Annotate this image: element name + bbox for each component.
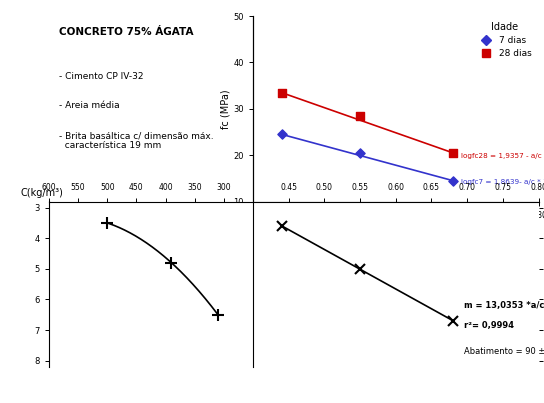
Legend: 7 dias, 28 dias: 7 dias, 28 dias xyxy=(475,21,534,60)
Text: - Areia média: - Areia média xyxy=(59,102,120,110)
Point xyxy=(356,150,364,156)
Text: r²= 0,9994: r²= 0,9994 xyxy=(463,321,514,330)
Text: logfc7 = 1,8639- a/c * 1,0637: logfc7 = 1,8639- a/c * 1,0637 xyxy=(461,179,544,185)
Point xyxy=(356,112,364,119)
Text: C(kg/m³): C(kg/m³) xyxy=(21,188,63,198)
Text: - Brita basáltica c/ dimensão máx.
  característica 19 mm: - Brita basáltica c/ dimensão máx. carac… xyxy=(59,131,214,150)
Text: logfc28 = 1,9357 - a/c * 0,9182: logfc28 = 1,9357 - a/c * 0,9182 xyxy=(461,153,544,159)
X-axis label: a/c: a/c xyxy=(543,211,544,221)
Text: m = 13,0353 *a/c - 2,2128: m = 13,0353 *a/c - 2,2128 xyxy=(463,301,544,310)
Y-axis label: fc (MPa): fc (MPa) xyxy=(220,89,231,129)
Text: CONCRETO 75% ÁGATA: CONCRETO 75% ÁGATA xyxy=(59,27,194,37)
Text: - Cimento CP IV-32: - Cimento CP IV-32 xyxy=(59,72,144,81)
Point xyxy=(277,89,286,96)
Point xyxy=(448,177,457,184)
Point xyxy=(277,131,286,137)
Point xyxy=(448,150,457,156)
Text: Abatimento = 90 ± 10 mm: Abatimento = 90 ± 10 mm xyxy=(463,347,544,356)
